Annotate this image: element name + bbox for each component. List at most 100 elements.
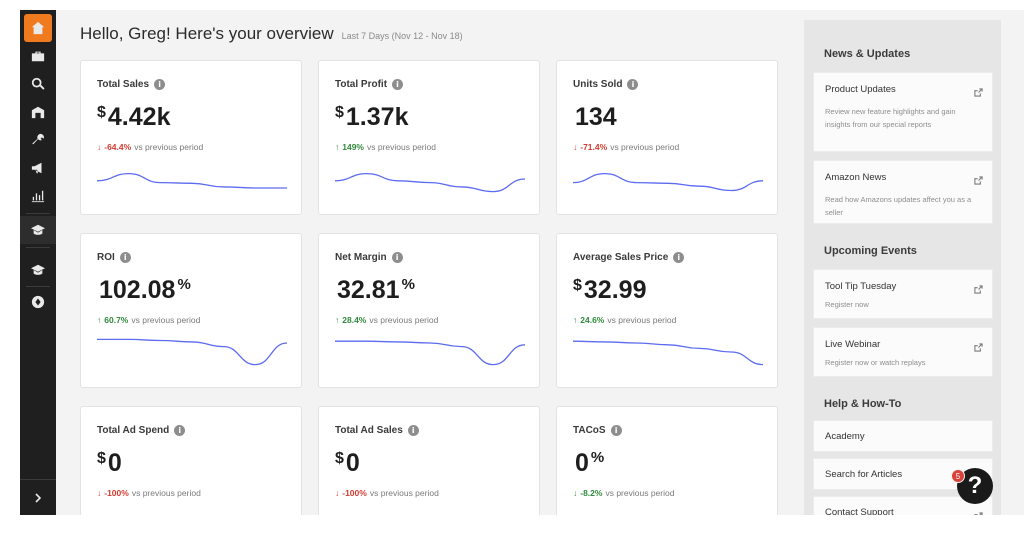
change-note: vs previous period [134,142,204,152]
percent-sign: % [590,449,605,466]
search-icon [31,77,45,90]
sidebar-item-analytics[interactable] [20,182,56,210]
sparkline [573,172,763,192]
change-arrow-icon: ↑ [335,315,340,325]
metric-change: ↓ -100% vs previous period [335,488,439,498]
metric-card[interactable]: Units Sold i 134 ↓ -71.4% vs previous period [556,60,778,215]
metric-card[interactable]: Average Sales Price i $32.99 ↑ 24.6% vs previ… [556,233,778,388]
change-value: -100% [342,488,367,498]
sparkline [335,172,525,193]
sidebar-item-products[interactable] [20,42,56,70]
sidebar-item-learning[interactable] [20,256,56,284]
info-icon[interactable]: i [610,425,622,436]
event-item-live-webinar[interactable]: Live Webinar Register now or watch repla… [813,327,993,377]
sidebar [20,10,56,515]
change-value: -8.2% [580,488,603,498]
graduation-cap-icon [31,264,45,275]
metric-card[interactable]: Net Margin i 32.81% ↑ 28.4% vs previous perio… [318,233,540,388]
sparkline-path [97,338,287,366]
external-link-icon [974,172,983,185]
sidebar-item-inventory[interactable] [20,98,56,126]
help-item-academy[interactable]: Academy [813,420,993,452]
sidebar-item-search[interactable] [20,70,56,98]
change-note: vs previous period [367,142,436,152]
metric-change: ↓ -8.2% vs previous period [573,488,674,498]
metric-change: ↑ 24.6% vs previous period [573,315,676,325]
change-value: 28.4% [342,315,367,325]
page-header: Hello, Greg! Here's your overview Last 7… [80,24,463,44]
sidebar-item-academy[interactable] [20,216,56,244]
help-item-contact-support[interactable]: Contact Support [813,496,993,515]
percent-sign: % [177,276,191,293]
change-note: vs previous period [131,488,201,498]
metric-value: $4.42 k [97,103,171,131]
help-heading: Help & How-To [824,398,902,410]
metric-title: Total Sales i [97,79,166,90]
sparkline-path [97,172,287,189]
metric-card[interactable]: Total Profit i $1.37 k ↑ 149% vs previous peri… [318,60,540,215]
aperture-icon [31,295,45,309]
change-note: vs previous period [131,315,201,325]
metric-card[interactable]: TACoS i 0% ↓ -8.2% vs previous period [556,406,778,515]
info-icon[interactable]: i [407,425,419,436]
value-suffix: k [156,103,171,131]
metric-value: $0 [335,449,360,477]
sidebar-item-advertising[interactable] [20,154,56,182]
info-icon[interactable]: i [673,252,685,263]
app-frame: Hello, Greg! Here's your overview Last 7… [20,10,1024,515]
change-value: -64.4% [104,142,132,152]
metric-value: 102.08% [99,276,191,304]
metric-title: Total Ad Spend i [97,425,186,436]
currency-symbol: $ [97,104,106,121]
metric-card[interactable]: ROI i 102.08% ↑ 60.7% vs previous period [80,233,302,388]
info-icon[interactable]: i [391,252,403,263]
change-note: vs previous period [610,142,680,152]
metric-change: ↑ 60.7% vs previous period [97,315,200,325]
events-heading: Upcoming Events [824,245,917,257]
metric-title: Total Ad Sales i [335,425,419,436]
external-link-icon [974,281,983,294]
metric-card[interactable]: Total Ad Sales i $0 ↓ -100% vs previous perio… [318,406,540,515]
date-range: Last 7 Days (Nov 12 - Nov 18) [341,31,463,41]
info-icon[interactable]: i [627,79,639,90]
metric-card[interactable]: Total Ad Spend i $0 ↓ -100% vs previous perio… [80,406,302,515]
currency-symbol: $ [335,104,344,121]
info-icon[interactable]: i [154,79,166,90]
home-icon [31,21,45,35]
sparkline-path [335,340,525,366]
metric-change: ↓ -64.4% vs previous period [97,142,203,152]
page-title: Hello, Greg! Here's your overview [80,24,334,43]
news-panel: News & Updates Product Updates Review ne… [804,20,1001,515]
sparkline [573,340,763,366]
metric-change: ↑ 149% vs previous period [335,142,436,152]
metric-change: ↑ 28.4% vs previous period [335,315,438,325]
news-item-product-updates[interactable]: Product Updates Review new feature highl… [813,72,993,152]
change-value: -100% [104,488,129,498]
sidebar-item-tools[interactable] [20,126,56,154]
change-arrow-icon: ↑ [97,315,102,325]
help-button[interactable]: ? [957,468,993,504]
change-value: -71.4% [580,142,608,152]
metric-card[interactable]: Total Sales i $4.42 k ↓ -64.4% vs previous per… [80,60,302,215]
metric-title: Average Sales Price i [573,252,685,263]
info-icon[interactable]: i [119,252,131,263]
change-note: vs previous period [369,315,439,325]
info-icon[interactable]: i [174,425,186,436]
sidebar-item-apps[interactable] [20,288,56,316]
currency-symbol: $ [335,450,344,467]
event-item-tool-tip-tuesday[interactable]: Tool Tip Tuesday Register now [813,269,993,319]
metric-value: 0% [575,449,605,477]
change-arrow-icon: ↑ [335,142,340,152]
change-value: 60.7% [104,315,129,325]
sidebar-collapse-button[interactable] [20,479,56,515]
news-item-amazon-news[interactable]: Amazon News Read how Amazons updates aff… [813,160,993,224]
graduation-cap-icon [31,224,45,235]
change-note: vs previous period [607,315,677,325]
metric-value: 32.81% [337,276,415,304]
sidebar-item-home[interactable] [24,14,52,42]
info-icon[interactable]: i [392,79,404,90]
metric-title: ROI i [97,252,131,263]
metric-change: ↓ -100% vs previous period [97,488,201,498]
news-heading: News & Updates [824,48,911,60]
sparkline [335,340,525,366]
